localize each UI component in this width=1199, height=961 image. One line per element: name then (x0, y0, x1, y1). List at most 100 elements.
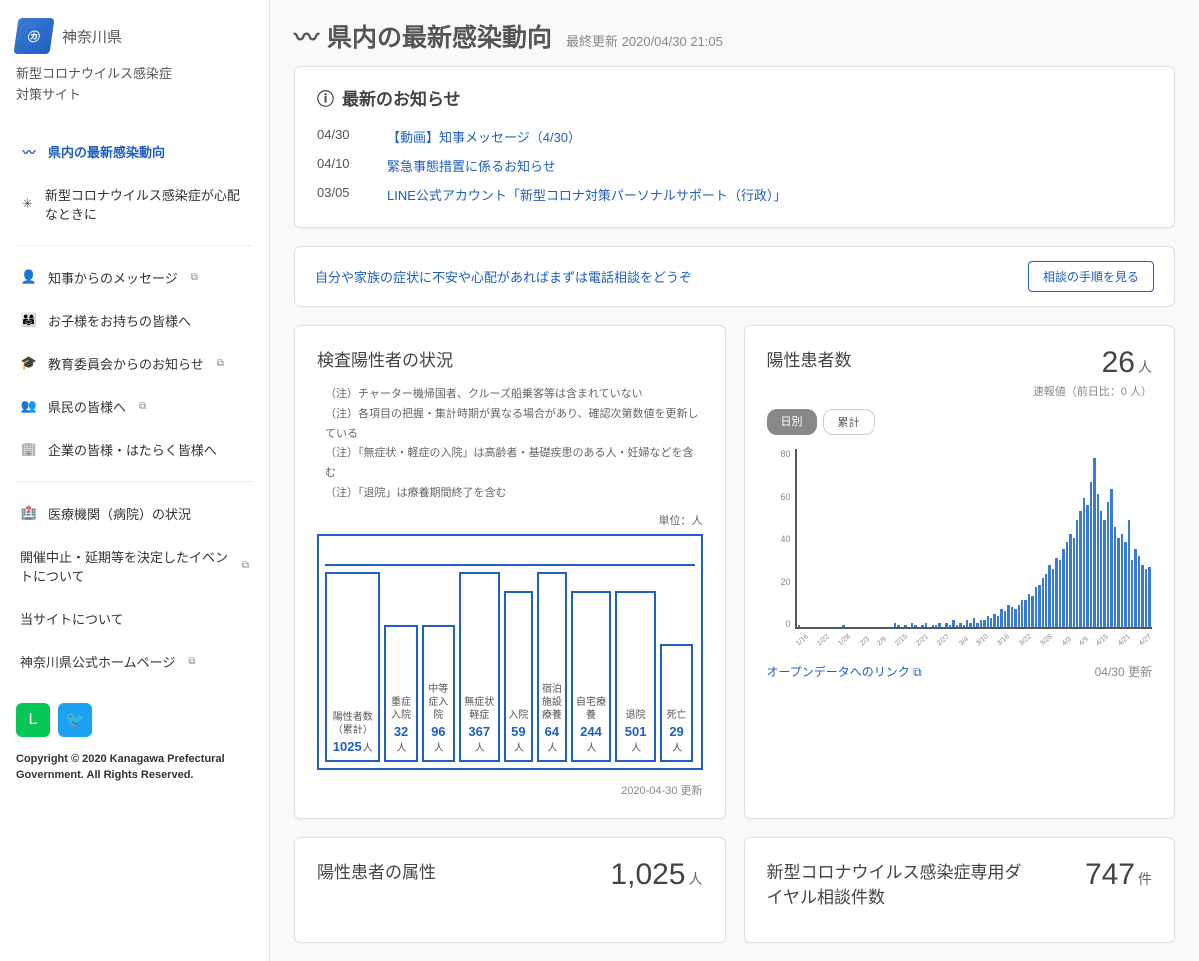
bar (1042, 578, 1044, 627)
bar (1097, 494, 1099, 628)
bar (1038, 585, 1040, 627)
x-axis: 1/161/221/282/32/92/152/212/273/43/103/1… (795, 642, 1153, 649)
nav-residents[interactable]: 👥 県民の皆様へ⧉ (16, 385, 253, 428)
bar (1103, 520, 1105, 627)
line-button[interactable]: L (16, 703, 50, 737)
dial-title: 新型コロナウイルス感染症専用ダイヤル相談件数 (767, 858, 1027, 908)
bar (935, 625, 937, 627)
bar (952, 620, 954, 627)
nav-latest-trends[interactable]: 〰 県内の最新感染動向 (16, 130, 253, 173)
attr-title: 陽性患者の属性 (317, 858, 436, 883)
page-title: 〰 県内の最新感染動向 (294, 18, 552, 54)
open-data-row: オープンデータへのリンク ⧉ 04/30 更新 (767, 663, 1153, 680)
bar (1083, 498, 1085, 627)
tree-box: 入院59人 (504, 591, 534, 762)
consult-button[interactable]: 相談の手順を見る (1028, 261, 1154, 292)
news-date: 04/10 (317, 156, 365, 175)
nav-education[interactable]: 🎓 教育委員会からのお知らせ⧉ (16, 342, 253, 385)
news-link[interactable]: LINE公式アカウント「新型コロナ対策パーソナルサポート（行政）」 (387, 185, 786, 204)
news-date: 04/30 (317, 127, 365, 146)
bar (1131, 560, 1133, 627)
family-icon: 👨‍👩‍👧 (20, 311, 38, 329)
news-link[interactable]: 緊急事態措置に係るお知らせ (387, 156, 556, 175)
person-icon: 👤 (20, 268, 38, 286)
bar (1134, 549, 1136, 627)
bar (1004, 611, 1006, 627)
virus-icon: ✳ (20, 195, 35, 213)
people-icon: 👥 (20, 397, 38, 415)
bar (1148, 567, 1150, 627)
news-link[interactable]: 【動画】知事メッセージ（4/30） (387, 127, 581, 146)
open-data-link[interactable]: オープンデータへのリンク ⧉ (767, 663, 922, 680)
bar (842, 625, 844, 627)
news-card: ⓘ 最新のお知らせ 04/30 【動画】知事メッセージ（4/30） 04/10 … (294, 66, 1175, 228)
status-tree: 陽性者数（累計）1025人重症入院32人中等症入院96人無症状軽症367人入院5… (317, 534, 703, 770)
status-updated: 2020-04-30 更新 (317, 782, 703, 798)
nav-hospitals[interactable]: 🏥 医療機関（病院）の状況 (16, 492, 253, 535)
bar (938, 623, 940, 627)
nav-governor-message[interactable]: 👤 知事からのメッセージ⧉ (16, 256, 253, 299)
bar (1110, 489, 1112, 627)
dial-panel: 新型コロナウイルス感染症専用ダイヤル相談件数 747件 (744, 837, 1176, 943)
tree-box: 無症状軽症367人 (459, 572, 500, 762)
bar (1000, 609, 1002, 627)
tab-total[interactable]: 累計 (823, 409, 875, 435)
nav-about[interactable]: 当サイトについて (16, 597, 253, 640)
info-icon: ⓘ (317, 85, 334, 110)
cases-updated: 04/30 更新 (1095, 663, 1152, 680)
bar (1055, 558, 1057, 627)
last-updated: 最終更新 2020/04/30 21:05 (566, 31, 723, 50)
tree-box: 陽性者数（累計）1025人 (325, 572, 380, 762)
bar (993, 614, 995, 627)
bar (1052, 569, 1054, 627)
separator (16, 481, 253, 482)
bar (1045, 574, 1047, 627)
nav-events[interactable]: 開催中止・延期等を決定したイベントについて⧉ (16, 535, 253, 597)
tree-box: 退院501人 (615, 591, 656, 762)
external-icon: ⧉ (191, 272, 198, 283)
bar (1024, 600, 1026, 627)
dial-header: 新型コロナウイルス感染症専用ダイヤル相談件数 747件 (767, 858, 1153, 922)
main-content: 〰 県内の最新感染動向 最終更新 2020/04/30 21:05 ⓘ 最新のお… (270, 0, 1199, 961)
cases-panel: 陽性患者数 26人 速報値（前日比：0 人） 日別 累計 806040200 1… (744, 325, 1176, 819)
nav-official-site[interactable]: 神奈川県公式ホームページ⧉ (16, 640, 253, 683)
nav-worried[interactable]: ✳ 新型コロナウイルス感染症が心配なときに (16, 173, 253, 235)
sidebar: ㋕ 神奈川県 新型コロナウイルス感染症 対策サイト 〰 県内の最新感染動向 ✳ … (0, 0, 270, 961)
bar (1086, 505, 1088, 627)
cases-title: 陽性患者数 (767, 346, 852, 371)
nav-children[interactable]: 👨‍👩‍👧 お子様をお持ちの皆様へ (16, 299, 253, 342)
bar (1011, 607, 1013, 627)
tree-box: 中等症入院96人 (422, 625, 455, 762)
news-row: 04/10 緊急事態措置に係るお知らせ (317, 151, 1152, 180)
status-title: 検査陽性者の状況 (317, 346, 703, 371)
bar (945, 623, 947, 627)
attributes-panel: 陽性患者の属性 1,025人 (294, 837, 726, 943)
trend-icon: 〰 (294, 18, 319, 54)
tab-row: 日別 累計 (767, 409, 1153, 435)
bar (997, 616, 999, 627)
copyright: Copyright © 2020 Kanagawa Prefectural Go… (16, 751, 253, 784)
page-header: 〰 県内の最新感染動向 最終更新 2020/04/30 21:05 (294, 18, 1175, 54)
status-notes: （注）チャーター機帰国者、クルーズ船乗客等は含まれていない （注）各項目の把握・… (317, 385, 703, 504)
bar (1048, 565, 1050, 627)
bar (1066, 542, 1068, 627)
bar (1141, 565, 1143, 627)
bar (959, 623, 961, 627)
tree-box: 自宅療養244人 (571, 591, 612, 762)
news-title: ⓘ 最新のお知らせ (317, 85, 1152, 110)
school-icon: 🎓 (20, 354, 38, 372)
bar (956, 625, 958, 627)
bar (1014, 609, 1016, 627)
bar (969, 623, 971, 627)
cases-chart: 806040200 1/161/221/282/32/92/152/212/27… (767, 449, 1153, 649)
attr-stat: 1,025人 (610, 858, 702, 892)
bar (1073, 538, 1075, 627)
bar (976, 623, 978, 627)
bar (1128, 520, 1130, 627)
tree-box: 宿泊施設療養64人 (537, 572, 567, 762)
twitter-button[interactable]: 🐦 (58, 703, 92, 737)
dial-number: 747 (1085, 858, 1135, 891)
nav-business[interactable]: 🏢 企業の皆様・はたらく皆様へ (16, 428, 253, 471)
tab-daily[interactable]: 日別 (767, 409, 817, 435)
bar (963, 625, 965, 627)
